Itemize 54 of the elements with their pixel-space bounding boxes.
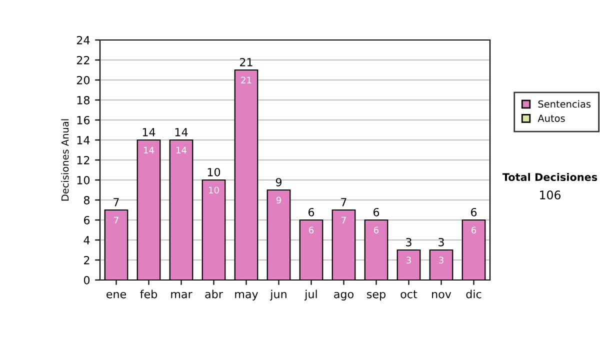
total-label: 14 xyxy=(175,128,188,136)
x-tick-label: feb xyxy=(140,290,158,298)
y-tick-label: 20 xyxy=(76,76,90,84)
y-tick-label: 0 xyxy=(84,276,90,284)
y-tick-label: 24 xyxy=(76,36,90,44)
total-label: 3 xyxy=(438,238,444,246)
data-label: 6 xyxy=(309,226,314,234)
legend-label: Sentencias xyxy=(538,100,591,108)
y-tick-label: 12 xyxy=(77,156,90,164)
y-tick-label: 16 xyxy=(77,116,90,124)
total-label: 6 xyxy=(470,208,477,216)
legend-label: Autos xyxy=(538,114,565,122)
x-tick-label: ene xyxy=(106,292,126,298)
total-label: 9 xyxy=(276,178,282,186)
x-tick-label: mar xyxy=(171,292,192,298)
data-label: 14 xyxy=(144,146,154,154)
x-tick-label: ago xyxy=(334,292,354,300)
y-tick-label: 2 xyxy=(84,256,90,264)
data-label: 10 xyxy=(209,186,219,194)
x-tick-label: jul xyxy=(304,290,317,300)
x-tick-label: jun xyxy=(270,290,286,300)
x-tick-label: abr xyxy=(205,290,223,298)
total-label: 6 xyxy=(308,208,314,216)
total-label: 21 xyxy=(240,58,252,66)
y-tick-label: 14 xyxy=(77,136,90,144)
total-label: 6 xyxy=(373,208,380,216)
x-tick-label: oct xyxy=(400,290,418,298)
data-label: 7 xyxy=(342,216,346,224)
data-label: 3 xyxy=(439,256,444,264)
text: Total Decisiones xyxy=(502,172,598,182)
x-tick-label: nov xyxy=(432,292,452,298)
y-tick-label: 6 xyxy=(84,216,90,224)
total-label: 7 xyxy=(114,198,119,206)
total-label: 7 xyxy=(341,198,346,206)
data-label: 14 xyxy=(176,146,186,154)
y-tick-label: 8 xyxy=(84,196,90,204)
data-label: 21 xyxy=(241,76,252,84)
data-label: 6 xyxy=(374,226,379,234)
data-label: 6 xyxy=(472,226,476,234)
text: 106 xyxy=(540,190,561,200)
y-axis-title: Decisiones Anual xyxy=(61,119,69,201)
y-tick-label: 18 xyxy=(77,96,90,104)
y-tick-label: 22 xyxy=(76,56,90,64)
total-label: 14 xyxy=(142,128,156,136)
total-label: 3 xyxy=(406,238,412,246)
y-tick-label: 4 xyxy=(84,236,90,244)
y-tick-label: 10 xyxy=(77,176,90,184)
total-label: 10 xyxy=(208,168,220,176)
x-tick-label: sep xyxy=(367,292,386,300)
data-label: 7 xyxy=(114,216,118,224)
x-tick-label: dic xyxy=(466,290,482,298)
data-label: 3 xyxy=(406,256,411,264)
x-tick-label: may xyxy=(235,292,258,300)
data-label: 9 xyxy=(276,196,281,204)
